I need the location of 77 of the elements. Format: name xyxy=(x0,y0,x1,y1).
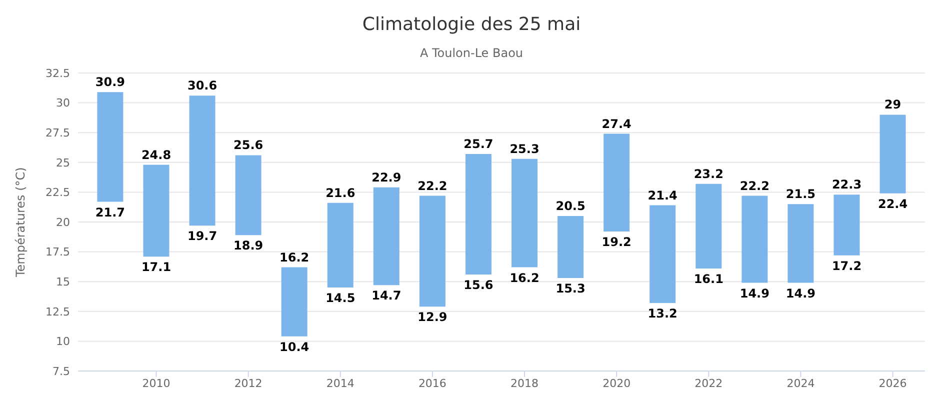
bar xyxy=(143,164,170,257)
x-tick-label: 2010 xyxy=(142,376,170,390)
y-tick-label: 17.5 xyxy=(46,246,70,259)
bar xyxy=(327,202,354,288)
annotation: 21.6 xyxy=(326,186,356,200)
annotation: 16.2 xyxy=(510,270,540,285)
annotation: 21.5 xyxy=(786,187,816,202)
x-tick-label: 2026 xyxy=(878,376,907,390)
annotation: 15.6 xyxy=(464,278,494,292)
annotation: 14.7 xyxy=(372,288,402,303)
y-tick-label: 20 xyxy=(56,216,70,229)
annotation: 14.9 xyxy=(786,286,816,300)
bar xyxy=(650,205,676,304)
annotation: 27.4 xyxy=(602,116,632,131)
bar xyxy=(512,158,538,268)
annotation: 21.7 xyxy=(95,205,126,220)
annotation: 20.5 xyxy=(556,199,586,214)
annotation: 25.6 xyxy=(234,138,264,152)
annotation: 14.5 xyxy=(326,291,356,306)
bar xyxy=(604,134,630,232)
annotation: 25.3 xyxy=(510,142,540,156)
annotation: 17.1 xyxy=(141,260,172,274)
y-tick-label: 12.5 xyxy=(46,305,70,318)
annotation: 29 xyxy=(884,98,902,112)
x-tick-label: 2020 xyxy=(602,376,631,390)
bar xyxy=(97,92,124,202)
annotation: 22.2 xyxy=(740,178,770,193)
bar xyxy=(696,184,722,268)
bar xyxy=(788,204,814,283)
bar xyxy=(281,267,308,336)
x-tick-label: 2018 xyxy=(510,376,539,390)
annotation: 14.9 xyxy=(740,286,770,300)
y-tick-label: 10 xyxy=(56,335,70,348)
bar xyxy=(558,216,584,278)
annotation: 15.3 xyxy=(556,282,586,296)
y-tick-label: 15 xyxy=(56,276,70,289)
annotation: 21.4 xyxy=(648,188,678,202)
x-tick-label: 2024 xyxy=(786,376,815,390)
x-tick-label: 2014 xyxy=(326,376,354,390)
y-tick-label: 30 xyxy=(56,96,70,110)
y-tick-label: 7.5 xyxy=(52,364,70,378)
annotation: 24.8 xyxy=(141,148,172,162)
x-tick-label: 2022 xyxy=(694,376,723,390)
y-tick-label: 27.5 xyxy=(46,126,70,140)
annotation: 12.9 xyxy=(418,310,448,324)
y-tick-label: 22.5 xyxy=(46,186,70,200)
annotation: 25.7 xyxy=(464,137,494,152)
y-axis-title: Températures (°C) xyxy=(13,167,28,278)
bar xyxy=(419,196,446,307)
bar xyxy=(235,155,262,236)
annotation: 19.2 xyxy=(602,235,632,250)
chart-title: Climatologie des 25 mai xyxy=(361,14,582,35)
y-tick-label: 25 xyxy=(56,156,70,170)
annotation: 13.2 xyxy=(648,306,678,321)
annotation: 17.2 xyxy=(832,258,862,273)
x-tick-label: 2016 xyxy=(418,376,446,390)
annotation: 16.1 xyxy=(694,272,724,286)
bar xyxy=(742,196,768,283)
annotation: 16.2 xyxy=(280,250,310,264)
annotation: 23.2 xyxy=(694,166,724,181)
annotation: 19.7 xyxy=(187,229,218,244)
annotation: 30.6 xyxy=(187,78,218,93)
x-tick-label: 2012 xyxy=(234,376,262,390)
bar xyxy=(834,194,860,256)
annotation: 30.9 xyxy=(95,75,126,90)
chart-subtitle: A Toulon-Le Baou xyxy=(418,46,524,60)
y-tick-label: 32.5 xyxy=(46,66,70,80)
bar xyxy=(465,154,492,274)
bar xyxy=(373,187,400,286)
bar xyxy=(880,114,906,194)
annotation: 22.4 xyxy=(878,196,908,211)
bar xyxy=(189,96,216,226)
annotation: 22.9 xyxy=(372,170,402,184)
annotation: 10.4 xyxy=(280,340,310,354)
annotation: 18.9 xyxy=(234,238,264,253)
annotation: 22.3 xyxy=(832,178,862,192)
annotation: 22.2 xyxy=(418,178,448,193)
